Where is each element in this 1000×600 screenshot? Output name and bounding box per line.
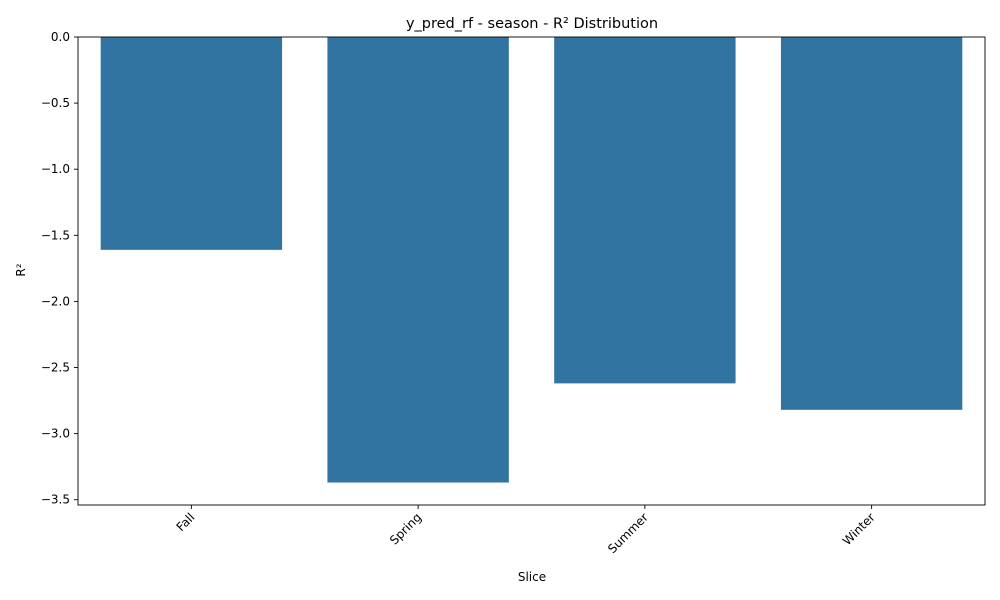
y-axis: 0.0 −0.5 −1.0 −1.5 −2.0 −2.5 −3.0 −3.5 [41,30,78,507]
bar-fall [100,37,283,250]
plot-frame [77,36,986,506]
y-tick-label: −1.0 [41,162,70,176]
axes-frame [77,36,986,506]
x-axis: Fall Spring Summer Winter [174,505,878,556]
x-tick-label-fall: Fall [174,510,198,534]
y-tick-label: −2.0 [41,294,70,308]
y-tick-label: −3.0 [41,427,70,441]
y-tick-label: 0.0 [51,30,70,44]
bar-summer [554,37,736,384]
bars-group [100,37,963,483]
x-tick-label-winter: Winter [840,510,878,548]
y-tick-label: −3.5 [41,493,70,507]
x-tick-label-summer: Summer [605,510,651,556]
y-tick-label: −2.5 [41,361,70,375]
y-tick-label: −0.5 [41,96,70,110]
x-axis-label: Slice [518,570,546,584]
chart-title: y_pred_rf - season - R² Distribution [406,16,658,32]
x-tick-label-spring: Spring [387,510,424,547]
y-axis-label: R² [14,263,28,276]
bar-spring [327,37,509,483]
bar-winter [780,37,963,410]
y-tick-label: −1.5 [41,228,70,242]
